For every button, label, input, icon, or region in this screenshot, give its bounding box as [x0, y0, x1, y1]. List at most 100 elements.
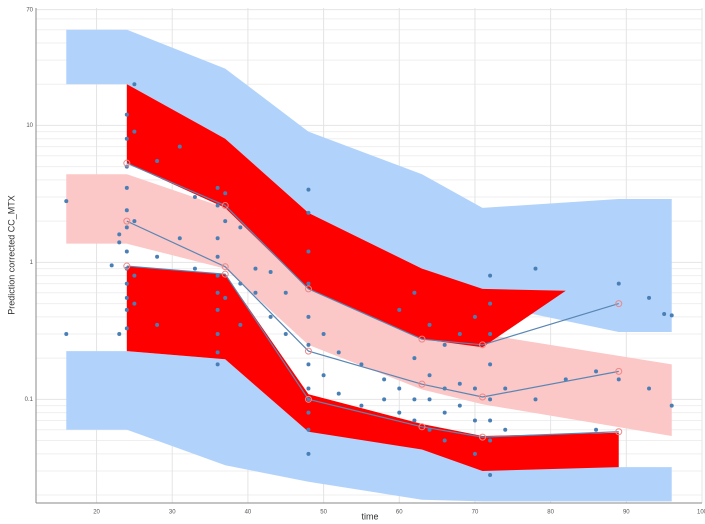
observation-point: [192, 195, 197, 200]
y-axis-label: Prediction corrected CC_MTX: [6, 195, 16, 315]
observation-point: [132, 82, 137, 87]
observation-point: [124, 136, 129, 141]
observation-point: [109, 263, 114, 268]
observation-point: [268, 314, 273, 319]
observation-point: [283, 331, 288, 336]
observation-point: [359, 403, 364, 408]
observation-point: [155, 158, 160, 163]
observation-point: [503, 427, 508, 432]
observation-point: [662, 311, 667, 316]
observation-point: [117, 240, 122, 245]
percentile-marker: [479, 433, 487, 441]
y-tick-label: 10: [26, 123, 33, 129]
observation-point: [488, 273, 493, 278]
observation-point: [64, 331, 69, 336]
observation-point: [306, 314, 311, 319]
observation-point: [306, 362, 311, 367]
observation-point: [215, 290, 220, 295]
observation-point: [472, 451, 477, 456]
observation-point: [382, 397, 387, 402]
observation-point: [397, 410, 402, 415]
x-tick-label: 100: [697, 510, 705, 516]
observation-point: [488, 301, 493, 306]
percentile-marker: [123, 262, 131, 270]
observation-point: [412, 397, 417, 402]
percentile-line: [126, 162, 619, 346]
observation-point: [336, 350, 341, 355]
prediction-band: [66, 29, 672, 333]
observation-point: [427, 373, 432, 378]
percentile-line: [126, 265, 619, 438]
observation-point: [253, 290, 258, 295]
observation-point: [594, 369, 599, 374]
observation-point: [132, 129, 137, 134]
percentile-marker: [479, 393, 487, 401]
observation-point: [124, 249, 129, 254]
observation-point: [124, 225, 129, 230]
percentile-marker: [221, 270, 229, 278]
observation-point: [669, 313, 674, 318]
observation-point: [132, 219, 137, 224]
observation-point: [488, 438, 493, 443]
x-tick-label: 60: [396, 510, 403, 516]
observation-point: [306, 451, 311, 456]
observation-point: [177, 144, 182, 149]
observation-point: [283, 290, 288, 295]
y-tick-label: 0.1: [25, 397, 34, 403]
observation-point: [472, 386, 477, 391]
observation-point: [563, 377, 568, 382]
observation-point: [594, 427, 599, 432]
x-tick-label: 70: [472, 510, 479, 516]
observation-point: [457, 403, 462, 408]
x-tick-label: 90: [623, 510, 630, 516]
percentile-line: [126, 220, 619, 398]
observation-point: [215, 350, 220, 355]
observation-point: [177, 236, 182, 241]
observation-point: [215, 236, 220, 241]
percentile-marker: [123, 217, 131, 225]
observation-point: [397, 307, 402, 312]
observation-point: [442, 342, 447, 347]
observation-point: [253, 266, 258, 271]
percentile-marker: [221, 263, 229, 271]
observation-point: [306, 281, 311, 286]
observation-point: [192, 266, 197, 271]
percentile-marker: [418, 380, 426, 388]
observation-point: [457, 381, 462, 386]
observation-point: [306, 249, 311, 254]
observation-point: [427, 322, 432, 327]
observation-point: [321, 373, 326, 378]
observation-point: [306, 427, 311, 432]
observation-point: [382, 377, 387, 382]
observation-point: [533, 397, 538, 402]
percentile-marker: [221, 202, 229, 210]
x-tick-label: 50: [320, 510, 327, 516]
observation-point: [306, 410, 311, 415]
x-axis-label: time: [361, 511, 378, 521]
observation-point: [223, 191, 228, 196]
observation-point: [64, 199, 69, 204]
observation-point: [647, 295, 652, 300]
observation-point: [215, 331, 220, 336]
percentile-marker: [615, 367, 623, 375]
observation-point: [124, 307, 129, 312]
observation-point: [306, 187, 311, 192]
x-tick-label: 20: [93, 510, 100, 516]
prediction-band: [126, 84, 566, 348]
observation-point: [238, 225, 243, 230]
observation-point: [533, 266, 538, 271]
x-tick-label: 30: [169, 510, 176, 516]
observation-point: [132, 273, 137, 278]
observation-point: [503, 386, 508, 391]
observation-point: [616, 377, 621, 382]
observation-point: [132, 301, 137, 306]
observation-point: [397, 386, 402, 391]
observation-point: [472, 418, 477, 423]
percentile-marker: [479, 341, 487, 349]
observation-point: [215, 273, 220, 278]
percentile-marker: [418, 335, 426, 343]
percentile-marker: [615, 300, 623, 308]
observation-point: [215, 203, 220, 208]
prediction-band: [126, 266, 619, 471]
